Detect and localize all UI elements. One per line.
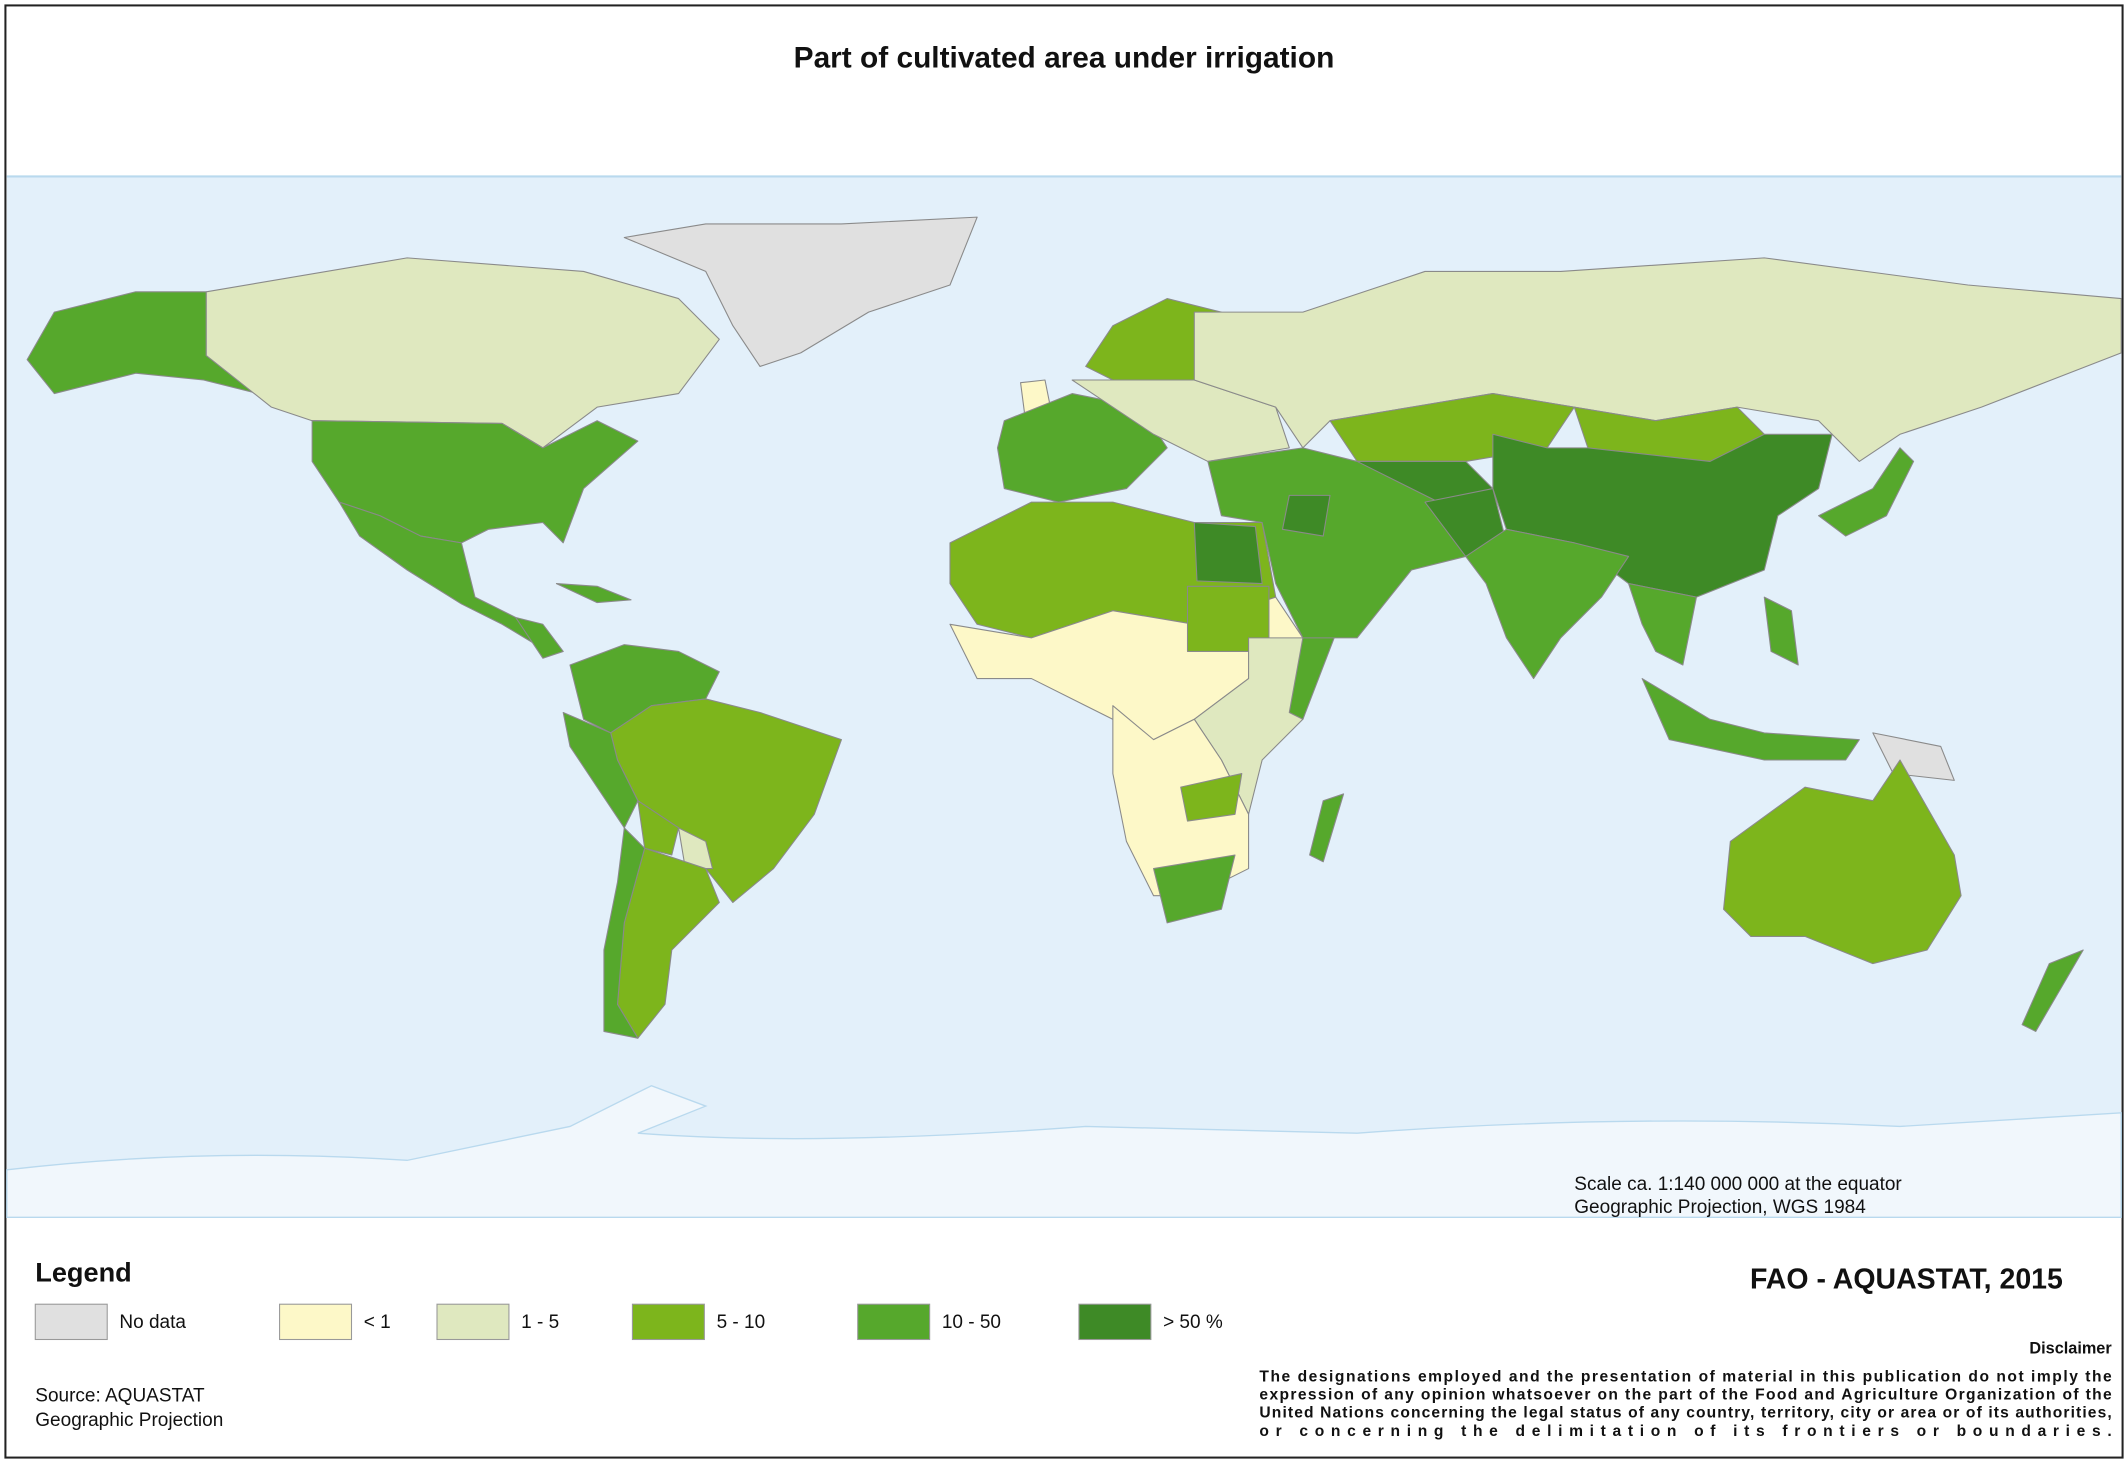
legend-title: Legend — [35, 1257, 131, 1288]
indonesia — [1641, 678, 1860, 761]
egypt — [1193, 521, 1263, 585]
south-africa — [1153, 854, 1236, 924]
legend-swatch — [436, 1303, 510, 1341]
central-america — [515, 616, 564, 659]
disclaimer-line: or concerning the delimitation of its fr… — [1259, 1423, 2111, 1440]
map: Scale ca. 1:140 000 000 at the equator G… — [6, 175, 2122, 1219]
caribbean — [555, 583, 632, 604]
legend-label: > 50 % — [1163, 1312, 1223, 1333]
legend-label: < 1 — [364, 1312, 391, 1333]
scale-note: Scale ca. 1:140 000 000 at the equator — [1574, 1174, 1902, 1195]
japan — [1818, 447, 1915, 537]
greenland — [623, 216, 978, 367]
disclaimer-title: Disclaimer — [2029, 1339, 2112, 1357]
legend-swatch — [34, 1303, 108, 1341]
legend-swatch — [631, 1303, 705, 1341]
source-line: Geographic Projection — [35, 1410, 223, 1431]
india — [1465, 528, 1630, 680]
zambia — [1180, 773, 1243, 822]
alaska — [26, 291, 259, 395]
legend-swatch — [857, 1303, 931, 1341]
canada — [205, 257, 720, 449]
legend: No data < 1 1 - 5 5 - 10 10 - 50 > 50 % — [34, 1303, 1223, 1341]
legend-label: 1 - 5 — [521, 1312, 559, 1333]
credit: FAO - AQUASTAT, 2015 — [1750, 1264, 2063, 1296]
disclaimer-line: United Nations concerning the legal stat… — [1259, 1405, 2111, 1422]
projection-note: Geographic Projection, WGS 1984 — [1574, 1197, 1866, 1218]
western-europe — [996, 393, 1168, 503]
paraguay — [678, 827, 714, 870]
disclaimer-line: The designations employed and the presen… — [1259, 1369, 2112, 1386]
russia — [1193, 257, 2122, 462]
legend-label: 5 - 10 — [717, 1312, 766, 1333]
legend-swatch — [1078, 1303, 1152, 1341]
chile — [603, 827, 646, 1039]
antarctica — [6, 1084, 2122, 1219]
bolivia — [637, 800, 680, 856]
peru — [562, 711, 639, 829]
australia — [1723, 759, 1962, 965]
philippines — [1763, 596, 1799, 666]
legend-label: No data — [119, 1312, 186, 1333]
legend-swatch — [279, 1303, 353, 1341]
iraq — [1281, 494, 1331, 537]
new-zealand — [2021, 949, 2084, 1032]
central-africa — [1112, 705, 1250, 897]
legend-label: 10 - 50 — [942, 1312, 1001, 1333]
disclaimer-line: expression of any opinion whatsoever on … — [1259, 1387, 2112, 1404]
papua-new-guinea — [1872, 732, 1955, 781]
map-title: Part of cultivated area under irrigation — [794, 42, 1335, 75]
source-line: Source: AQUASTAT — [35, 1386, 205, 1407]
disclaimer-text: The designations employed and the presen… — [1259, 1369, 2112, 1440]
southeast-asia — [1628, 583, 1697, 666]
madagascar — [1309, 793, 1345, 863]
